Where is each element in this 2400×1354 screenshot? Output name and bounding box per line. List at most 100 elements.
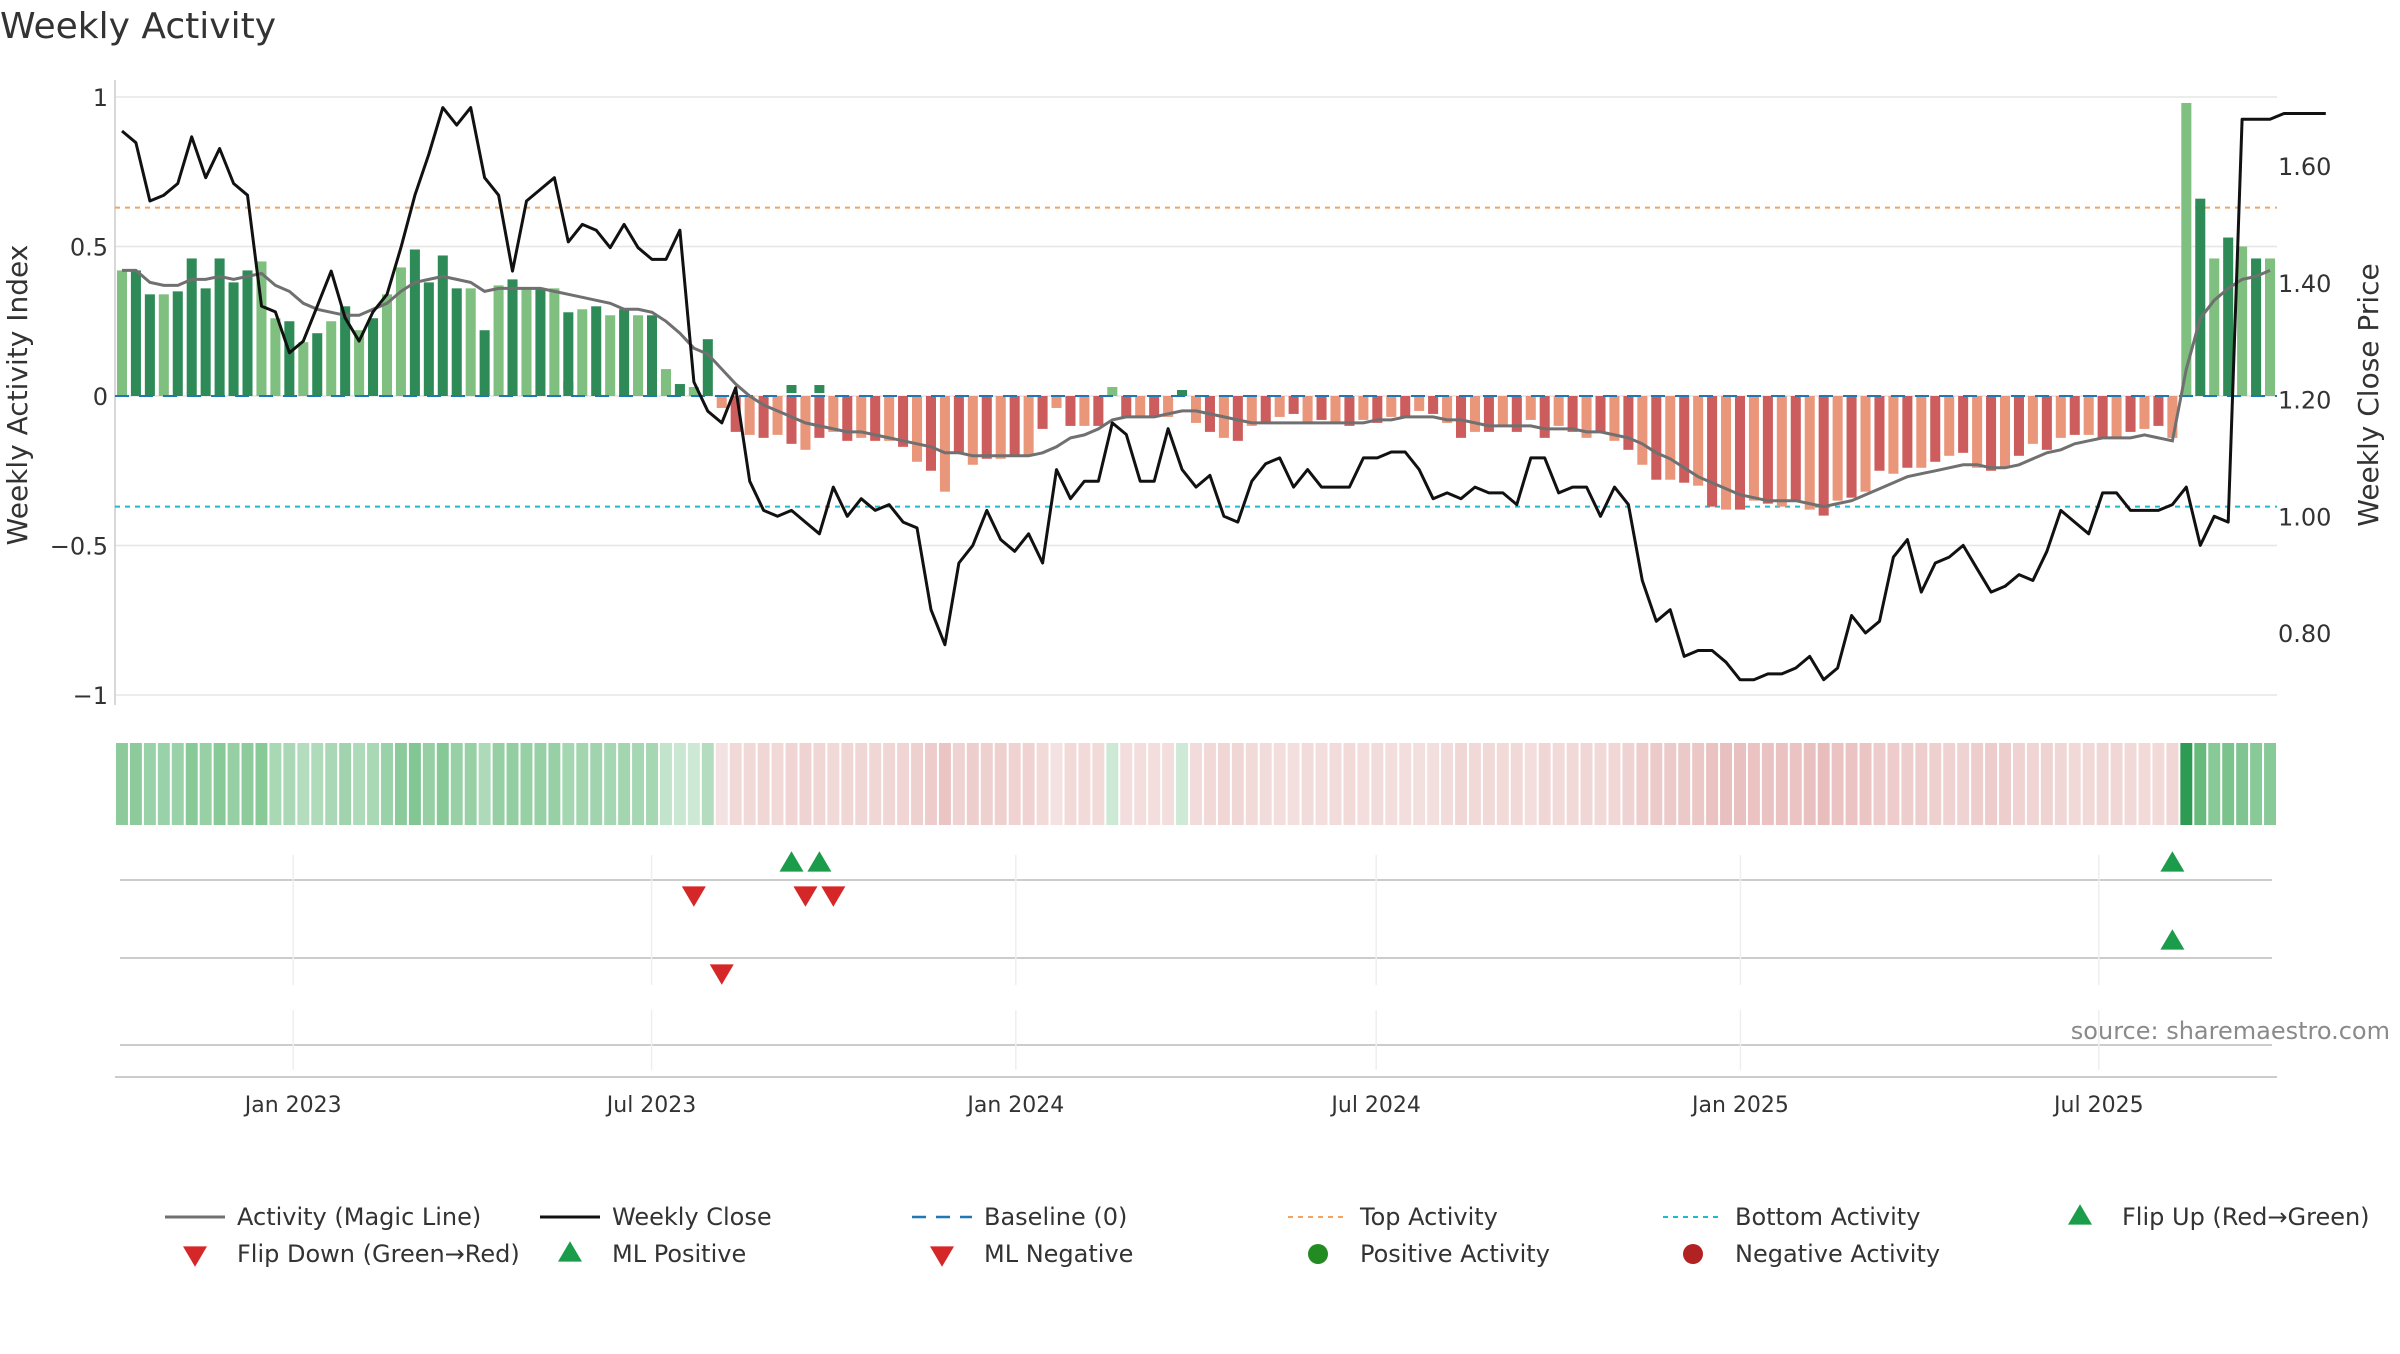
heat-cell	[1287, 743, 1300, 825]
activity-bar	[1344, 396, 1355, 426]
legend-down-icon	[183, 1246, 207, 1267]
activity-bar	[1483, 396, 1494, 432]
heat-cell	[799, 743, 812, 825]
heat-cell	[1078, 743, 1091, 825]
legend-label: Activity (Magic Line)	[237, 1203, 481, 1231]
heat-cell	[715, 743, 728, 825]
activity-bar	[1135, 396, 1146, 417]
heat-cell	[994, 743, 1007, 825]
activity-bar	[2153, 396, 2164, 426]
activity-bar	[884, 396, 895, 441]
activity-bar	[1274, 396, 1285, 417]
x-tick-label: Jan 2025	[1690, 1093, 1789, 1118]
heat-cell	[478, 743, 491, 825]
activity-bar	[1790, 396, 1801, 501]
heat-cell	[1957, 743, 1970, 825]
activity-bar	[2195, 198, 2206, 396]
legend-up-icon	[2068, 1204, 2092, 1225]
activity-bar	[270, 318, 281, 396]
activity-bar	[772, 396, 783, 435]
heat-cell	[185, 743, 198, 825]
heat-cell	[2054, 743, 2067, 825]
activity-bar	[967, 396, 978, 465]
legend-item: Baseline (0)	[912, 1203, 1127, 1231]
heat-cell	[1134, 743, 1147, 825]
heat-cell	[1482, 743, 1495, 825]
x-axis: Jan 2023 Jul 2023 Jan 2024 Jul 2024 Jan 2025…	[115, 1076, 2277, 1118]
heat-cell	[1190, 743, 1202, 825]
activity-bar	[298, 342, 309, 396]
ml-negative-marker	[709, 964, 734, 985]
y-tick-right: 1.00	[2278, 503, 2331, 531]
activity-bar	[577, 309, 588, 396]
heat-cell	[659, 743, 672, 825]
legend-label: Flip Down (Green→Red)	[237, 1240, 520, 1268]
heat-cell	[1120, 743, 1133, 825]
activity-bar	[1497, 396, 1508, 426]
activity-bar	[200, 288, 211, 396]
heat-cell	[1692, 743, 1705, 825]
heat-cell	[897, 743, 910, 825]
activity-bar	[1525, 396, 1536, 420]
activity-bar	[1023, 396, 1034, 456]
heat-cell	[1915, 743, 1928, 825]
heat-cell	[980, 743, 993, 825]
activity-bar	[1958, 396, 1969, 453]
heat-cell	[520, 743, 533, 825]
heat-cell	[1301, 743, 1314, 825]
heat-cell	[241, 743, 254, 825]
activity-bar	[1065, 396, 1076, 426]
legend-label: Flip Up (Red→Green)	[2122, 1203, 2370, 1231]
heat-cell	[2152, 743, 2165, 825]
heat-cell	[2124, 743, 2137, 825]
heat-cell	[1943, 743, 1956, 825]
legend-item: Top Activity	[1288, 1203, 1498, 1231]
activity-bar	[1177, 390, 1188, 396]
heat-cell	[157, 743, 170, 825]
heat-cell	[701, 743, 714, 825]
heat-cell	[1050, 743, 1063, 825]
heat-cell	[1999, 743, 2011, 825]
heat-cell	[116, 743, 128, 825]
heat-cell	[1831, 743, 1844, 825]
heat-cell	[1971, 743, 1984, 825]
activity-bar	[605, 315, 616, 396]
legend-item: Flip Up (Red→Green)	[2068, 1203, 2370, 1231]
heat-cell	[1315, 743, 1328, 825]
heat-cell	[2068, 743, 2081, 825]
activity-bar	[1358, 396, 1369, 420]
flip-up-marker	[2160, 851, 2185, 872]
activity-bar	[563, 312, 574, 396]
activity-bar	[1707, 396, 1718, 507]
heat-cell	[1720, 743, 1733, 825]
legend-label: Baseline (0)	[984, 1203, 1127, 1231]
activity-bar	[1888, 396, 1899, 474]
heat-cell	[283, 743, 296, 825]
activity-bar	[1149, 396, 1160, 417]
activity-bar	[1623, 396, 1634, 450]
legend-circle-icon	[1683, 1244, 1703, 1264]
heat-cell	[1357, 743, 1370, 825]
legend-item: Flip Down (Green→Red)	[183, 1240, 520, 1268]
flip-up-marker	[779, 851, 804, 872]
heat-cell	[506, 743, 519, 825]
activity-bar	[1372, 396, 1383, 423]
heat-cell	[1245, 743, 1258, 825]
activity-bar	[1079, 396, 1090, 426]
heat-cell	[213, 743, 226, 825]
x-tick-label: Jul 2023	[605, 1093, 697, 1118]
heat-cell	[143, 743, 156, 825]
activity-bar	[368, 318, 379, 396]
activity-bar	[2125, 396, 2136, 432]
heat-cell	[2012, 743, 2025, 825]
activity-bar	[2083, 396, 2094, 435]
heat-cell	[464, 743, 477, 825]
activity-bar	[1386, 396, 1397, 417]
legend-down-icon	[930, 1246, 954, 1267]
legend-item: Bottom Activity	[1663, 1203, 1920, 1231]
heat-cell	[938, 743, 951, 825]
heat-cell	[1580, 743, 1593, 825]
heat-cell	[2194, 743, 2207, 825]
heat-cell	[855, 743, 868, 825]
